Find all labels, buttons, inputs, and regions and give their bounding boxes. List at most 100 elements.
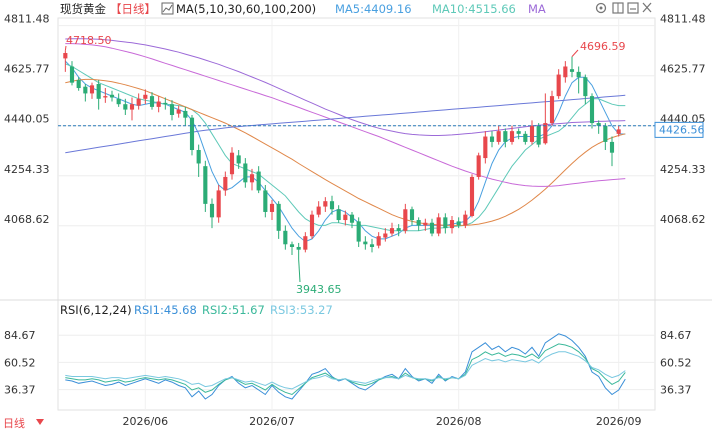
high-annotation-2-pointer <box>571 49 579 57</box>
candle-body <box>229 152 235 175</box>
y-tick-label-left: 4068.62 <box>4 213 50 226</box>
candle-body <box>109 94 115 98</box>
candle-body <box>196 150 201 164</box>
chart-type-icon[interactable] <box>161 2 174 15</box>
x-tick-label: 2026/09 <box>596 415 642 428</box>
candle-body <box>543 123 548 144</box>
candles <box>63 50 621 260</box>
candle-body <box>463 214 468 226</box>
candle-body <box>223 176 228 191</box>
candle-body <box>516 131 521 134</box>
close-icon[interactable] <box>642 2 652 13</box>
rsi3-value: RSI3:53.27 <box>270 303 333 317</box>
candle-body <box>403 209 408 231</box>
candle-body <box>616 129 621 134</box>
candle-body <box>296 246 301 250</box>
current-price-label: 4426.56 <box>659 123 705 136</box>
period-button[interactable]: 日线 <box>3 416 44 430</box>
candle-body <box>429 222 435 234</box>
candle-body <box>329 201 335 210</box>
candle-body <box>69 66 75 83</box>
layout-icon[interactable] <box>612 2 624 14</box>
high-annotation-2: 4696.59 <box>580 40 626 53</box>
candle-body <box>303 236 308 250</box>
rsi-tick-label-right: 36.37 <box>660 384 692 397</box>
candle-body <box>603 125 608 142</box>
candle-body <box>236 155 241 164</box>
candle-body <box>449 220 455 229</box>
candle-body <box>83 86 88 94</box>
candle-body <box>489 136 495 142</box>
candle-body <box>343 214 348 221</box>
low-annotation: 3943.65 <box>296 283 342 296</box>
candle-body <box>323 201 328 207</box>
candle-body <box>503 131 508 142</box>
candle-body <box>596 123 601 126</box>
rsi2-value: RSI2:51.67 <box>202 303 265 317</box>
rsi-tick-label-left: 84.67 <box>4 329 36 342</box>
candle-body <box>103 96 108 98</box>
rsi-tick-label-left: 36.37 <box>4 384 36 397</box>
y-tick-label-left: 4254.33 <box>4 163 50 176</box>
candle-body <box>456 221 461 226</box>
period-button-label: 日线 <box>3 416 25 430</box>
candle-body <box>163 102 168 105</box>
settings-icon[interactable] <box>595 2 607 14</box>
candle-body <box>396 228 401 231</box>
candle-body <box>416 220 421 226</box>
candle-body <box>409 209 415 221</box>
rsi-tick-label-right: 84.67 <box>660 329 692 342</box>
minimize-icon[interactable] <box>627 2 639 14</box>
candle-body <box>376 236 381 246</box>
candle-body <box>249 174 255 183</box>
candle-body <box>536 125 541 145</box>
rsi-lines <box>65 333 626 400</box>
candle-body <box>283 230 288 245</box>
current-price-badge: 4426.56 <box>654 121 705 138</box>
candle-body <box>216 190 221 218</box>
candle-body <box>583 77 588 97</box>
rsi-axis-labels: 84.67 84.67 60.52 60.52 36.37 36.37 <box>4 329 692 396</box>
ma-line-ma100 <box>65 38 626 136</box>
candle-body <box>269 203 275 212</box>
rsi-line-rsi3 <box>65 351 626 390</box>
candle-body <box>476 155 481 177</box>
ma-extra: MA <box>528 2 546 16</box>
y-tick-label-right: 4811.48 <box>660 13 706 26</box>
rsi1-value: RSI1:45.68 <box>134 303 197 317</box>
candle-body <box>116 98 121 105</box>
candle-body <box>129 104 135 110</box>
ma-line-ma200 <box>65 94 626 154</box>
ma-label: MA(5,10,30,60,100,200) <box>176 2 316 16</box>
candle-body <box>549 96 555 124</box>
ma5-value: MA5:4409.16 <box>335 2 412 16</box>
candle-body <box>123 104 128 110</box>
candle-body <box>383 233 388 238</box>
candle-body <box>589 96 595 124</box>
candle-body <box>469 176 475 216</box>
candle-body <box>276 203 281 231</box>
candle-body <box>169 104 175 115</box>
ma-line-ma10 <box>65 63 626 232</box>
y-tick-label-left: 4625.77 <box>4 63 50 76</box>
candle-body <box>529 125 535 142</box>
candle-body <box>389 228 395 234</box>
candle-body <box>183 110 188 118</box>
ma10-value: MA10:4515.66 <box>432 2 516 16</box>
rsi-tick-label-right: 60.52 <box>660 356 692 369</box>
y-tick-label-left: 4811.48 <box>4 13 50 26</box>
x-tick-label: 2026/08 <box>436 415 482 428</box>
candle-body <box>316 206 321 215</box>
candle-body <box>569 69 575 72</box>
candle-body <box>76 79 81 89</box>
candle-body <box>156 101 161 107</box>
candle-body <box>349 214 355 223</box>
candle-body <box>483 136 488 159</box>
rsi-label: RSI(6,12,24) <box>60 303 132 317</box>
candle-body <box>576 71 581 78</box>
candle-body <box>143 94 148 99</box>
candle-body <box>176 109 181 114</box>
rsi-tick-label-left: 60.52 <box>4 356 36 369</box>
